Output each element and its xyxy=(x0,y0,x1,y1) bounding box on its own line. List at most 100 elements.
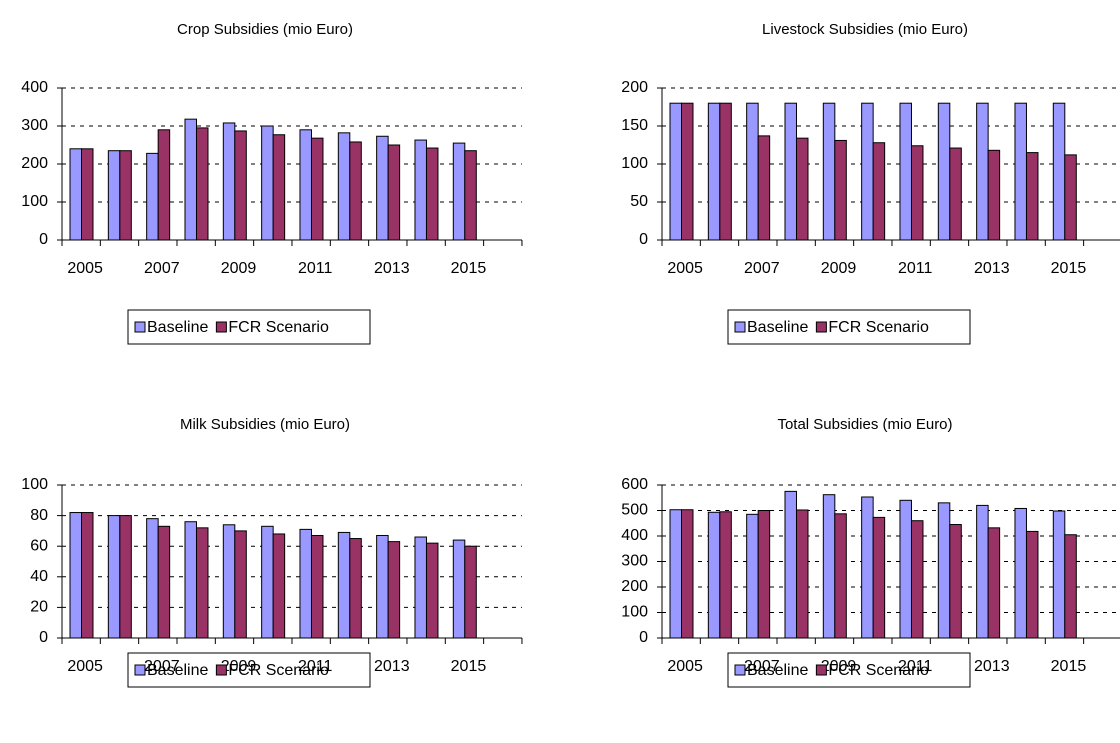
bar xyxy=(681,102,694,241)
bar xyxy=(272,134,286,241)
chart-title: Livestock Subsidies (mio Euro) xyxy=(762,21,968,38)
x-tick-label: 2015 xyxy=(451,260,487,277)
x-tick-label: 2007 xyxy=(144,658,180,675)
bar xyxy=(822,102,836,241)
legend-swatch xyxy=(134,321,146,333)
bar xyxy=(157,129,171,241)
legend-label: FCR Scenario xyxy=(828,319,929,336)
bar xyxy=(681,509,694,639)
y-tick-label: 100 xyxy=(621,604,648,621)
bar xyxy=(1052,510,1066,639)
bar xyxy=(910,145,924,241)
legend-label: FCR Scenario xyxy=(228,319,329,336)
bar xyxy=(872,516,886,639)
bar xyxy=(299,528,312,639)
bar xyxy=(376,135,389,241)
legend-swatch xyxy=(815,664,827,676)
bar xyxy=(872,142,886,241)
bar xyxy=(184,521,197,639)
x-tick-label: 2005 xyxy=(67,658,103,675)
x-tick-label: 2011 xyxy=(898,260,933,277)
y-tick-label: 100 xyxy=(621,155,648,172)
bar xyxy=(937,102,951,241)
bar xyxy=(119,150,132,241)
y-tick-label: 80 xyxy=(30,507,48,524)
legend-swatch xyxy=(134,664,146,676)
y-tick-label: 200 xyxy=(621,578,648,595)
bar xyxy=(310,534,324,639)
bar xyxy=(299,129,312,241)
x-tick-label: 2009 xyxy=(821,260,857,277)
bar xyxy=(261,525,274,639)
bar xyxy=(757,135,771,241)
x-tick-label: 2015 xyxy=(451,658,487,675)
x-tick-label: 2013 xyxy=(374,658,410,675)
bar xyxy=(784,490,797,639)
legend-label: FCR Scenario xyxy=(228,662,329,679)
legend-swatch xyxy=(215,664,227,676)
bar xyxy=(414,536,427,639)
bar xyxy=(69,512,82,639)
bar xyxy=(987,149,1001,241)
x-tick-label: 2013 xyxy=(974,658,1010,675)
bar xyxy=(349,141,362,241)
bar xyxy=(719,102,732,241)
bar xyxy=(834,513,847,639)
x-tick-label: 2009 xyxy=(221,260,257,277)
chart-title: Milk Subsidies (mio Euro) xyxy=(180,416,350,433)
bar xyxy=(669,509,682,639)
legend-swatch xyxy=(215,321,227,333)
bar xyxy=(452,142,466,241)
bar xyxy=(387,541,401,639)
bar xyxy=(349,538,362,639)
bar xyxy=(937,502,951,639)
bar xyxy=(272,533,286,639)
legend-box xyxy=(727,309,971,345)
y-tick-label: 300 xyxy=(621,553,648,570)
bar xyxy=(195,127,209,241)
bar xyxy=(1014,102,1027,241)
bar xyxy=(1025,530,1039,639)
y-tick-label: 60 xyxy=(30,537,48,554)
legend-label: Baseline xyxy=(147,662,208,679)
legend-label: Baseline xyxy=(747,662,808,679)
bar xyxy=(899,499,912,639)
bar xyxy=(81,512,94,639)
bar xyxy=(425,147,439,241)
x-tick-label: 2007 xyxy=(144,260,180,277)
y-tick-label: 500 xyxy=(621,502,648,519)
bar xyxy=(337,132,351,241)
bar xyxy=(987,527,1001,639)
y-tick-label: 40 xyxy=(30,568,48,585)
legend-swatch xyxy=(734,664,746,676)
legend-swatch xyxy=(734,321,746,333)
y-tick-label: 300 xyxy=(21,117,48,134)
x-tick-label: 2009 xyxy=(821,658,857,675)
y-tick-label: 150 xyxy=(621,117,648,134)
bar xyxy=(746,513,759,639)
bar xyxy=(757,510,771,639)
bar xyxy=(746,102,759,241)
bar xyxy=(146,152,159,241)
x-tick-label: 2005 xyxy=(667,260,703,277)
bar xyxy=(387,144,401,241)
y-tick-label: 0 xyxy=(639,231,648,248)
bar xyxy=(949,147,962,241)
bar xyxy=(834,139,847,241)
bar xyxy=(195,527,209,639)
bar xyxy=(81,148,94,241)
x-tick-label: 2011 xyxy=(898,658,933,675)
legend-box xyxy=(127,309,371,345)
y-tick-label: 200 xyxy=(621,79,648,96)
bar xyxy=(261,125,274,241)
bar xyxy=(337,531,351,639)
y-tick-label: 400 xyxy=(621,527,648,544)
y-tick-label: 600 xyxy=(621,476,648,493)
legend-label: FCR Scenario xyxy=(828,662,929,679)
bar xyxy=(146,518,159,639)
bar xyxy=(784,102,797,241)
bar xyxy=(69,148,82,241)
x-tick-label: 2005 xyxy=(67,260,103,277)
